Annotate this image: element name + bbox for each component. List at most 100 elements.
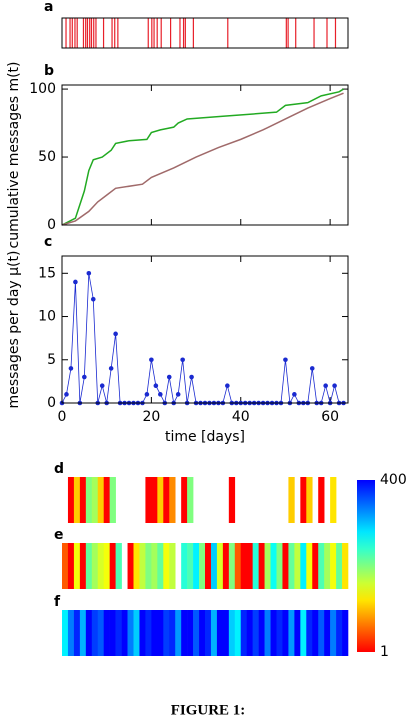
cell [276, 543, 283, 589]
cell [205, 543, 212, 589]
point [113, 331, 118, 337]
plot-frame [61, 255, 349, 404]
point [292, 392, 297, 397]
cell [306, 543, 313, 589]
cell [62, 610, 69, 656]
y-tick-label: 50 [38, 149, 56, 165]
cell [115, 610, 122, 656]
x-tick-label: 20 [142, 409, 160, 425]
cell [67, 477, 75, 523]
cell [330, 610, 337, 656]
cell [246, 543, 253, 589]
cell [234, 610, 242, 656]
x-tick-label: 40 [232, 409, 250, 425]
cell [127, 610, 134, 656]
cell [91, 543, 99, 589]
cell [342, 610, 349, 656]
point [332, 383, 337, 389]
cell [73, 610, 81, 656]
cell [151, 543, 158, 589]
panel-label: c [44, 234, 52, 250]
cell [264, 543, 271, 589]
cell [270, 543, 277, 589]
cell [145, 610, 152, 656]
cell [67, 610, 75, 656]
point [225, 383, 230, 389]
y-axis-label: cumulative messages m(t) [6, 62, 22, 249]
cell [288, 610, 295, 656]
cell [181, 477, 188, 523]
cell [97, 543, 105, 589]
cell [258, 543, 265, 589]
panel-label: d [54, 461, 64, 477]
cell [133, 610, 140, 656]
cell [240, 543, 248, 589]
point [90, 296, 96, 302]
cell [91, 610, 99, 656]
cell [85, 610, 93, 656]
cell [163, 543, 170, 589]
cell [300, 477, 307, 523]
cell [276, 610, 283, 656]
colorbar-tick-label: 400 [380, 472, 407, 488]
cell [252, 610, 259, 656]
cell [169, 477, 176, 523]
cell [336, 543, 343, 589]
point [73, 279, 78, 285]
cell [282, 610, 289, 656]
plot-frame [61, 84, 349, 226]
cell [73, 543, 81, 589]
y-tick-label: 5 [47, 352, 56, 368]
plot-frame [61, 17, 349, 49]
point [64, 392, 69, 397]
point [309, 366, 315, 371]
cell [169, 543, 176, 589]
x-axis-label: time [days] [165, 429, 245, 445]
cell [79, 543, 87, 589]
cell [294, 610, 301, 656]
cell [312, 610, 319, 656]
cell [246, 610, 253, 656]
cell [270, 610, 277, 656]
point [82, 374, 87, 380]
y-tick-label: 0 [47, 395, 56, 411]
cell [222, 543, 230, 589]
cell [103, 477, 110, 523]
cell [336, 610, 343, 656]
point [149, 357, 154, 363]
cell [121, 610, 128, 656]
point [175, 392, 181, 397]
cell [234, 543, 242, 589]
data-line [61, 88, 344, 226]
cell [187, 477, 194, 523]
cell [342, 543, 349, 589]
point [158, 392, 163, 397]
y-tick-label: 100 [29, 81, 56, 97]
cell [288, 477, 295, 523]
cell [240, 610, 248, 656]
cell [85, 543, 93, 589]
cell [318, 610, 325, 656]
cell [151, 477, 158, 523]
cell [67, 543, 75, 589]
cell [115, 543, 122, 589]
cell [91, 477, 99, 523]
cell [109, 610, 116, 656]
cell [312, 543, 319, 589]
point [86, 270, 92, 276]
cell [258, 610, 265, 656]
cell [210, 610, 218, 656]
cell [181, 610, 188, 656]
point [68, 366, 74, 371]
cell [330, 477, 337, 523]
cell [163, 477, 170, 523]
cell [324, 610, 331, 656]
cell [264, 610, 271, 656]
cell [318, 543, 325, 589]
cell [127, 543, 134, 589]
cell [73, 477, 81, 523]
cell [97, 610, 105, 656]
cell [145, 543, 152, 589]
cell [288, 543, 295, 589]
